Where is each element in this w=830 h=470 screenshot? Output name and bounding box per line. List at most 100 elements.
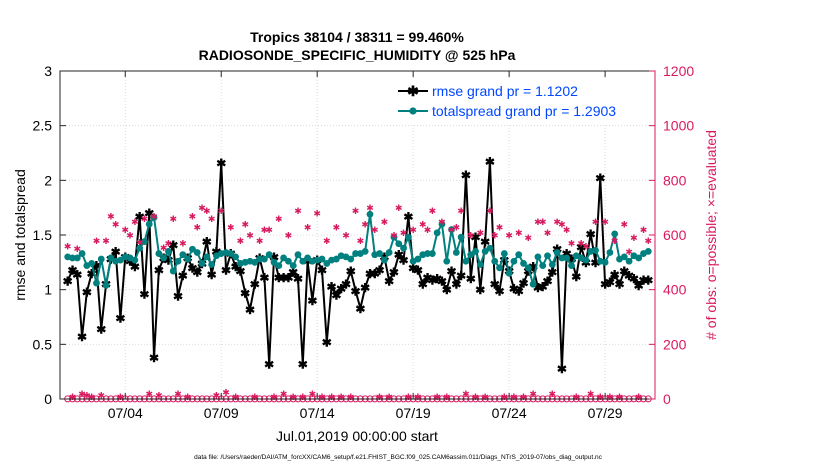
rmse-point: ✱: [231, 260, 241, 274]
rmse-point: ✱: [514, 284, 524, 298]
rmse-point: ✱: [192, 266, 202, 280]
obs-evaluated-point: ✱: [577, 239, 585, 249]
obs-evaluated-point: ✱: [145, 389, 153, 399]
rmse-point: ✱: [447, 265, 457, 279]
rmse-point: ✱: [586, 227, 596, 241]
legend-spread-marker: [409, 107, 417, 115]
totalspread-point: [539, 262, 547, 270]
rmse-point: ✱: [509, 282, 519, 296]
obs-evaluated-point: ✱: [611, 236, 619, 246]
obs-evaluated-point: ✱: [390, 231, 398, 241]
obs-evaluated-point: ✱: [328, 392, 336, 402]
rmse-point: ✱: [595, 172, 605, 186]
rmse-point: ✱: [375, 263, 385, 277]
totalspread-point: [88, 260, 96, 267]
rmse-point: ✱: [144, 207, 154, 221]
rmse-point: ✱: [303, 255, 313, 269]
rmse-point: ✱: [485, 155, 495, 169]
totalspread-point: [93, 279, 100, 287]
obs-evaluated-point: ✱: [270, 392, 278, 402]
obs-evaluated-point: ✱: [275, 214, 283, 224]
obs-evaluated-point: ✱: [117, 392, 125, 402]
rmse-point: ✱: [235, 265, 245, 279]
totalspread-point: [318, 255, 326, 263]
rmse-point: ✱: [408, 261, 418, 275]
rmse-point: ✱: [355, 302, 365, 316]
obs-evaluated-point: ✱: [549, 389, 557, 399]
obs-evaluated-point: ✱: [64, 241, 72, 251]
rmse-point: ✱: [331, 289, 341, 303]
obs-evaluated-point: ✱: [227, 222, 235, 232]
totalspread-point: [289, 262, 297, 270]
obs-evaluated-point: ✱: [304, 222, 312, 232]
obs-evaluated-point: ✱: [203, 206, 211, 216]
rmse-point: ✱: [130, 260, 140, 274]
obs-evaluated-point: ✱: [299, 392, 307, 402]
totalspread-point: [568, 262, 575, 270]
obs-evaluated-point: ✱: [366, 203, 374, 213]
x-tick-label: 07/14: [300, 405, 335, 421]
totalspread-point: [107, 254, 115, 262]
obs-evaluated-point: ✱: [601, 217, 609, 227]
obs-evaluated-point: ✱: [539, 217, 547, 227]
rmse-point: ✱: [322, 336, 332, 350]
obs-evaluated-point: ✱: [265, 225, 273, 235]
obs-evaluated-point: ✱: [381, 217, 389, 227]
obs-evaluated-point: ✱: [256, 236, 264, 246]
obs-evaluated-point: ✱: [563, 225, 571, 235]
obs-evaluated-point: ✱: [97, 390, 105, 400]
rmse-point: ✱: [384, 274, 394, 288]
totalspread-point: [73, 254, 81, 262]
totalspread-point: [131, 256, 139, 264]
obs-evaluated-point: ✱: [88, 392, 96, 402]
rmse-point: ✱: [202, 235, 212, 249]
rmse-point: ✱: [495, 284, 505, 298]
obs-evaluated-point: ✱: [621, 220, 629, 230]
legend-spread-label: totalspread grand pr = 1.2903: [432, 103, 616, 119]
totalspread-point: [179, 251, 187, 259]
obs-evaluated-point: ✱: [285, 231, 293, 241]
rmse-point: ✱: [370, 267, 380, 281]
rmse-point: ✱: [317, 263, 327, 277]
obs-evaluated-point: ✱: [174, 389, 182, 399]
totalspread-point: [117, 256, 124, 264]
obs-evaluated-point: ✱: [165, 239, 173, 249]
obs-evaluated-point: ✱: [222, 388, 230, 398]
totalspread-point: [620, 253, 628, 261]
obs-evaluated-point: ✱: [141, 214, 149, 224]
rmse-point: ✱: [528, 260, 538, 274]
rmse-point: ✱: [624, 269, 634, 283]
rmse-point: ✱: [346, 265, 356, 279]
obs-evaluated-point: ✱: [645, 236, 653, 246]
rmse-point: ✱: [168, 238, 178, 252]
rmse-point: ✱: [590, 256, 600, 270]
totalspread-point: [352, 250, 359, 257]
totalspread-point: [385, 249, 393, 256]
totalspread-point: [592, 246, 599, 254]
totalspread-point: [294, 251, 302, 259]
totalspread-point: [347, 255, 355, 263]
grid: [60, 71, 655, 399]
legend-rmse-label: rmse grand pr = 1.1202: [432, 83, 578, 99]
totalspread-point: [476, 261, 484, 268]
rmse-point: ✱: [307, 294, 317, 308]
rmse-point: ✱: [245, 303, 255, 317]
obs-evaluated-point: ✱: [486, 206, 494, 216]
rmse-point: ✱: [274, 271, 284, 285]
y-left-tick-label: 2.5: [33, 118, 53, 134]
totalspread-point: [462, 257, 470, 265]
totalspread-point: [193, 249, 201, 256]
obs-evaluated-point: ✱: [462, 389, 470, 399]
totalspread-point: [174, 257, 182, 265]
totalspread-point: [165, 248, 172, 255]
obs-evaluated-point: ✱: [371, 225, 379, 235]
rmse-point: ✱: [149, 351, 159, 365]
rmse-point: ✱: [480, 235, 490, 249]
totalspread-point: [299, 257, 307, 265]
totalspread-point: [184, 255, 192, 263]
obs-evaluated-point: ✱: [558, 220, 566, 230]
obs-evaluated-point: ✱: [429, 206, 437, 216]
rmse-point: ✱: [413, 263, 423, 277]
totalspread-point: [467, 251, 475, 259]
obs-evaluated-point: ✱: [467, 231, 475, 241]
